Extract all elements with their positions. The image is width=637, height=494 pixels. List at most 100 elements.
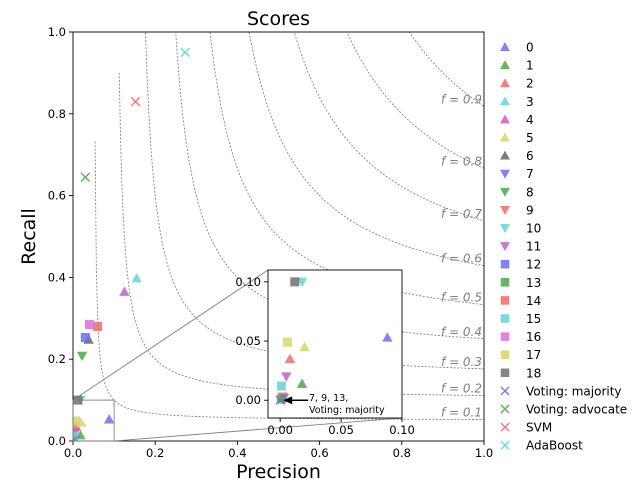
f-contour-line bbox=[118, 72, 484, 396]
f-contour-line bbox=[293, 32, 484, 222]
legend-marker bbox=[500, 96, 510, 106]
y-tick-label: 0.0 bbox=[48, 434, 66, 448]
f-contour-label: f = 0.4 bbox=[441, 325, 482, 339]
inset-y-tick-label: 0.10 bbox=[235, 275, 261, 289]
x-tick-label: 0.2 bbox=[146, 446, 164, 460]
y-tick-label: 0.6 bbox=[48, 189, 66, 203]
legend-label: 13 bbox=[526, 276, 541, 290]
legend-marker bbox=[500, 278, 510, 287]
f-contour-label: f = 0.5 bbox=[441, 291, 482, 305]
point-14 bbox=[93, 321, 103, 331]
zoom-connector-line bbox=[114, 417, 403, 442]
inset-point-5 bbox=[299, 341, 310, 352]
inset-points bbox=[275, 277, 393, 406]
legend-label: 4 bbox=[526, 113, 534, 127]
legend-label: 3 bbox=[526, 95, 534, 109]
legend-marker bbox=[500, 422, 510, 432]
y-axis-label: Recall bbox=[18, 208, 40, 265]
plot-frame bbox=[72, 31, 485, 442]
point-4 bbox=[119, 286, 130, 296]
inset-point-voting-majority bbox=[275, 395, 285, 406]
legend-label: Voting: majority bbox=[526, 384, 622, 398]
legend-marker bbox=[500, 78, 510, 88]
inset-x-tick-label: 0.00 bbox=[267, 423, 293, 437]
y-tick-label: 0.2 bbox=[48, 352, 66, 366]
point-8 bbox=[76, 351, 88, 362]
point-adaboost bbox=[180, 47, 190, 58]
zoom-source-box bbox=[72, 399, 115, 442]
inset-point-18 bbox=[290, 277, 300, 287]
legend-label: 1 bbox=[526, 59, 534, 73]
legend-marker bbox=[500, 296, 510, 305]
f-contour-line bbox=[346, 32, 484, 169]
inset-point-15 bbox=[276, 381, 286, 391]
legend-label: 10 bbox=[526, 222, 541, 236]
chart-title: Scores bbox=[247, 8, 310, 30]
legend-marker bbox=[500, 332, 510, 341]
legend-label: 16 bbox=[526, 330, 541, 344]
inset-point-0 bbox=[382, 332, 393, 342]
y-tick-label: 0.8 bbox=[48, 107, 66, 121]
inset-point-1 bbox=[296, 378, 308, 388]
legend-label: 8 bbox=[526, 185, 534, 199]
legend-marker bbox=[500, 132, 510, 142]
legend-label: 6 bbox=[526, 149, 534, 163]
legend-marker bbox=[500, 187, 510, 197]
point-voting-advocate bbox=[80, 172, 91, 182]
legend-marker bbox=[500, 350, 510, 359]
f-contour-label: f = 0.2 bbox=[441, 382, 482, 396]
legend-marker bbox=[500, 42, 510, 51]
f-contour-line bbox=[408, 32, 484, 107]
zoom-connector-line bbox=[72, 269, 269, 401]
legend-marker bbox=[500, 440, 510, 450]
point-svm bbox=[130, 96, 141, 107]
f-contour-label: f = 0.6 bbox=[441, 252, 482, 266]
inset-y-tick-label: 0.00 bbox=[235, 393, 261, 407]
inset-x-tick-label: 0.05 bbox=[328, 423, 354, 437]
legend-label: 5 bbox=[526, 131, 534, 145]
legend-marker bbox=[500, 368, 510, 378]
legend-label: AdaBoost bbox=[526, 439, 583, 453]
x-tick-label: 0.6 bbox=[310, 446, 328, 460]
inset-point-11 bbox=[281, 372, 292, 382]
point-0 bbox=[103, 414, 115, 424]
annotation-arrowhead bbox=[283, 396, 293, 405]
legend-marker bbox=[500, 404, 510, 414]
legend-label: 17 bbox=[526, 348, 541, 362]
legend-label: 14 bbox=[526, 294, 541, 308]
legend-marker bbox=[500, 259, 510, 269]
legend-marker bbox=[500, 169, 510, 179]
y-tick-label: 1.0 bbox=[48, 25, 66, 39]
legend-label: 9 bbox=[526, 203, 534, 217]
f-contour-label: f = 0.1 bbox=[441, 405, 482, 419]
f-contour-label: f = 0.3 bbox=[441, 355, 482, 369]
legend-label: 11 bbox=[526, 240, 541, 254]
x-tick-label: 0.4 bbox=[228, 446, 246, 460]
f-contour-line bbox=[248, 32, 484, 267]
inset-frame bbox=[267, 269, 403, 419]
x-axis-label: Precision bbox=[236, 461, 321, 483]
inset-point-2 bbox=[284, 353, 296, 363]
legend-label: 15 bbox=[526, 312, 541, 326]
f-contour-label: f = 0.7 bbox=[441, 207, 482, 221]
inset-y-tick-label: 0.05 bbox=[235, 334, 261, 348]
point-voting-majority bbox=[73, 436, 78, 441]
y-tick-label: 0.4 bbox=[48, 270, 66, 284]
legend-label: SVM bbox=[526, 421, 552, 435]
inset-x-tick-label: 0.10 bbox=[389, 423, 415, 437]
f-contour-label: f = 0.8 bbox=[441, 154, 482, 168]
x-tick-label: 1.0 bbox=[475, 446, 493, 460]
legend-label: Voting: advocate bbox=[526, 403, 627, 417]
legend-label: 0 bbox=[526, 41, 534, 55]
annotation-text: Voting: majority bbox=[309, 405, 385, 416]
legend-label: 2 bbox=[526, 77, 534, 91]
legend-marker bbox=[500, 386, 510, 396]
legend-label: 12 bbox=[526, 258, 541, 272]
legend-marker bbox=[500, 114, 510, 124]
point-16 bbox=[84, 319, 94, 329]
legend-marker bbox=[500, 205, 510, 215]
point-15 bbox=[73, 431, 78, 441]
